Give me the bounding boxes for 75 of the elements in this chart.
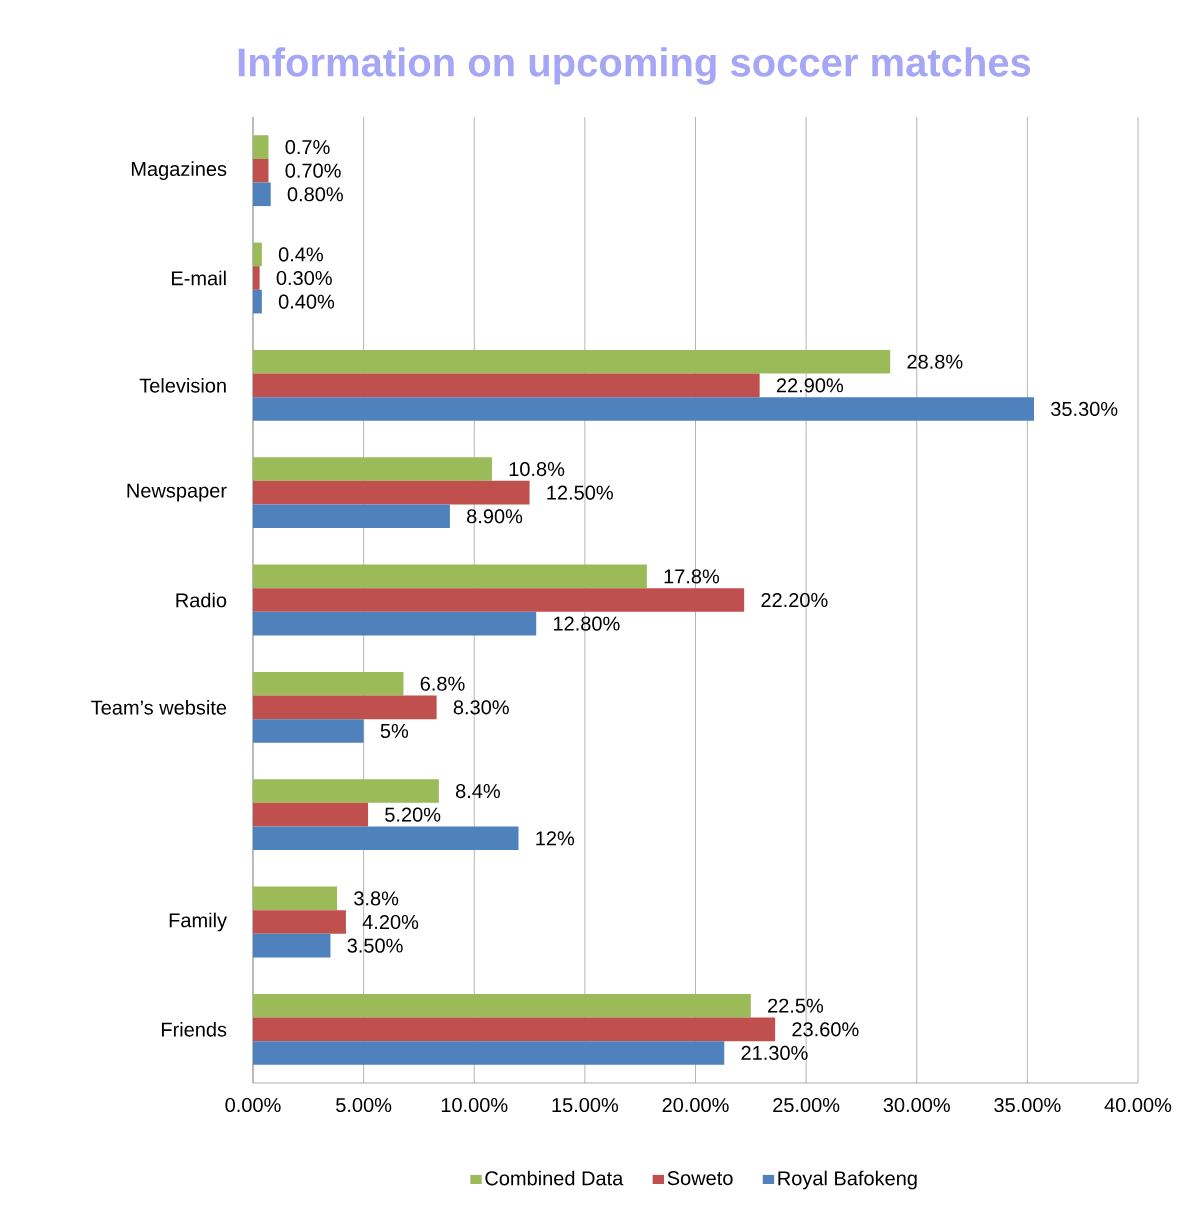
data-label: 23.60% — [792, 1022, 859, 1037]
bar — [253, 242, 262, 267]
data-label: 3.50% — [347, 938, 403, 953]
data-label: 0.30% — [276, 270, 332, 286]
data-label: 21.30% — [741, 1045, 808, 1061]
x-tick-label: 15.00% — [552, 1097, 619, 1113]
y-tick-label: Television — [139, 377, 226, 393]
y-tick-label: Friends — [161, 1021, 227, 1037]
data-label: 5.20% — [385, 807, 441, 822]
data-label: 22.5% — [768, 998, 824, 1013]
x-tick-label: 30.00% — [883, 1097, 950, 1113]
bar — [253, 1017, 776, 1042]
bar — [253, 289, 262, 314]
y-tick-label: Newspaper — [127, 483, 227, 502]
data-label: 17.8% — [664, 569, 720, 584]
data-label: 0.80% — [287, 187, 343, 202]
bar — [253, 266, 260, 290]
bar — [253, 695, 437, 720]
bar — [253, 779, 439, 803]
x-tick-label: 0.00% — [225, 1097, 281, 1113]
bar — [253, 910, 346, 934]
bar — [253, 933, 331, 958]
bar — [253, 480, 530, 505]
data-label: 12.80% — [553, 616, 620, 631]
bar — [253, 373, 760, 398]
bar — [253, 1041, 725, 1065]
bar — [253, 886, 338, 911]
data-label: 0.7% — [285, 139, 330, 155]
data-label: 8.4% — [455, 783, 500, 799]
data-label: 22.90% — [776, 378, 844, 393]
data-label: 10.8% — [509, 461, 565, 477]
data-label: 8.30% — [453, 700, 509, 715]
bar — [253, 182, 271, 207]
bar — [253, 564, 647, 589]
bar — [253, 826, 519, 851]
data-label: 8.90% — [467, 509, 523, 524]
data-label: 6.8% — [420, 676, 465, 691]
y-tick-label: Family — [169, 912, 227, 932]
bar — [253, 349, 891, 374]
y-tick-label: Radio — [176, 592, 227, 608]
legend-label: Soweto — [667, 1170, 733, 1186]
x-tick-label: 35.00% — [994, 1097, 1061, 1113]
y-tick-label: Magazines — [131, 161, 227, 180]
bar — [253, 135, 269, 159]
data-label: 12% — [536, 831, 575, 846]
bar — [253, 719, 364, 743]
data-label: 0.70% — [285, 163, 341, 178]
bar — [253, 802, 369, 827]
data-label: 35.30% — [1051, 401, 1118, 417]
bar — [253, 397, 1035, 421]
data-label: 3.8% — [354, 891, 399, 906]
data-label: 0.40% — [278, 294, 335, 309]
bar — [253, 993, 751, 1018]
x-tick-label: 5.00% — [336, 1097, 392, 1113]
x-tick-label: 20.00% — [662, 1097, 729, 1113]
data-label: 12.50% — [547, 485, 613, 500]
data-label: 22.20% — [761, 592, 828, 608]
bar — [253, 457, 492, 481]
data-label: 5% — [380, 723, 409, 738]
bar — [253, 671, 404, 696]
legend-label: Combined Data — [485, 1170, 624, 1186]
bar — [253, 158, 269, 183]
y-tick-label: Team’s website — [91, 699, 227, 715]
data-label: 0.4% — [278, 247, 323, 262]
data-label: 28.8% — [907, 354, 963, 369]
chart-title: Information on upcoming soccer matches — [238, 47, 1031, 85]
legend-label: Royal Bafokeng — [778, 1170, 917, 1190]
bar — [253, 588, 745, 612]
data-label: 4.20% — [362, 914, 419, 930]
bar — [253, 504, 450, 529]
x-tick-label: 40.00% — [1104, 1097, 1172, 1113]
bar — [253, 611, 537, 636]
y-tick-label: E-mail — [172, 270, 226, 286]
x-tick-label: 25.00% — [773, 1097, 840, 1113]
x-tick-label: 10.00% — [441, 1097, 508, 1113]
